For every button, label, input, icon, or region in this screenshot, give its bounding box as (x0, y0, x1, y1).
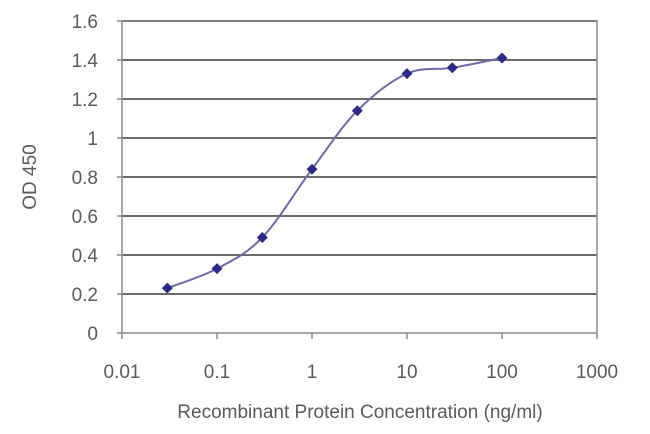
data-point-3 (306, 163, 318, 175)
tick-labels: 0 0.2 0.4 0.6 0.8 1 1.2 1.4 1.6 0.01 0.1 1 10 100 1000 (72, 12, 619, 383)
y-tick-label-4: 0.8 (72, 168, 98, 189)
y-tick-label-1: 0.2 (72, 285, 98, 306)
y-tick-label-7: 1.4 (72, 51, 99, 72)
x-tick-label-1: 0.1 (204, 362, 230, 383)
series (161, 52, 508, 294)
axes (117, 20, 598, 339)
x-tick-label-3: 10 (396, 362, 417, 383)
data-point-0 (161, 282, 173, 294)
y-tick-label-2: 0.4 (72, 246, 99, 267)
x-tick-label-5: 1000 (576, 362, 618, 383)
y-tick-label-0: 0 (87, 324, 98, 345)
y-tick-label-3: 0.6 (72, 207, 98, 228)
x-tick-label-4: 100 (486, 362, 518, 383)
data-point-6 (446, 62, 458, 74)
data-point-5 (401, 68, 413, 80)
x-tick-label-2: 1 (307, 362, 318, 383)
y-tick-label-6: 1.2 (72, 90, 98, 111)
y-axis-title: OD 450 (20, 144, 41, 209)
data-point-4 (351, 105, 363, 117)
y-tick-label-8: 1.6 (72, 12, 98, 33)
data-point-7 (496, 52, 508, 64)
data-point-2 (256, 231, 268, 243)
y-tick-label-5: 1 (87, 129, 98, 150)
gridlines (122, 20, 597, 295)
data-point-1 (211, 263, 223, 275)
series-0-curve (166, 57, 503, 290)
x-axis-title: Recombinant Protein Concentration (ng/ml… (177, 402, 542, 423)
x-tick-label-0: 0.01 (104, 362, 141, 383)
